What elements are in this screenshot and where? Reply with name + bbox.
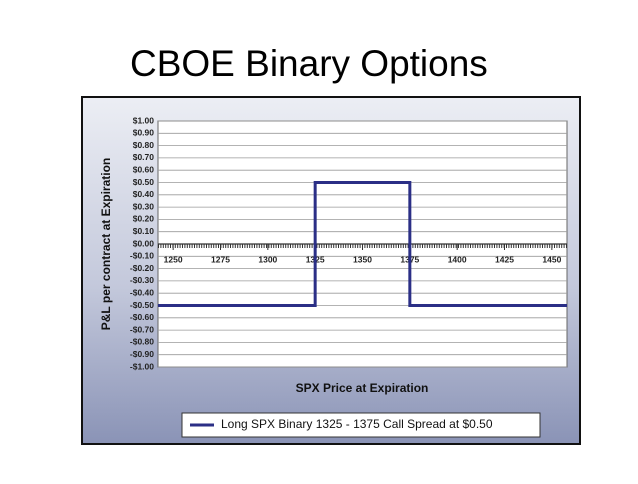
- x-tick-label: 1275: [211, 254, 230, 264]
- legend: [181, 412, 541, 438]
- y-tick-label: -$0.30: [130, 275, 154, 285]
- y-tick-label: $0.40: [133, 189, 155, 199]
- y-tick-label: $0.20: [133, 214, 155, 224]
- y-tick-label: $0.70: [133, 152, 155, 162]
- y-tick-label: -$0.60: [130, 312, 154, 322]
- y-tick-label: -$0.40: [130, 287, 154, 297]
- x-tick-label: 1300: [258, 254, 277, 264]
- y-tick-label: $0.10: [133, 226, 155, 236]
- series-line: [158, 181, 567, 307]
- x-axis-label: SPX Price at Expiration: [296, 381, 429, 395]
- y-axis-label: P&L per contract at Expiration: [99, 158, 113, 330]
- y-tick-label: $0.80: [133, 140, 155, 150]
- y-tick-label: -$1.00: [130, 361, 154, 371]
- y-tick-label: -$0.20: [130, 263, 154, 273]
- x-tick-label: 1250: [164, 254, 183, 264]
- y-tick-label: -$0.50: [130, 300, 154, 310]
- x-tick-label: 1450: [542, 254, 561, 264]
- y-tick-label: $0.50: [133, 177, 155, 187]
- x-tick-label: 1425: [495, 254, 514, 264]
- legend-label: Long SPX Binary 1325 - 1375 Call Spread …: [221, 417, 493, 431]
- y-tick-label: -$0.90: [130, 349, 154, 359]
- x-tick-label: 1400: [448, 254, 467, 264]
- y-tick-label: $0.60: [133, 164, 155, 174]
- y-tick-label: -$0.10: [130, 251, 154, 261]
- y-tick-label: -$0.80: [130, 337, 154, 347]
- y-tick-label: $1.00: [133, 115, 155, 125]
- y-tick-label: $0.30: [133, 201, 155, 211]
- y-tick-label: $0.90: [133, 128, 155, 138]
- slide-title: CBOE Binary Options: [130, 43, 488, 84]
- y-tick-label: $0.00: [133, 238, 155, 248]
- x-tick-label: 1350: [353, 254, 372, 264]
- y-tick-label: -$0.70: [130, 324, 154, 334]
